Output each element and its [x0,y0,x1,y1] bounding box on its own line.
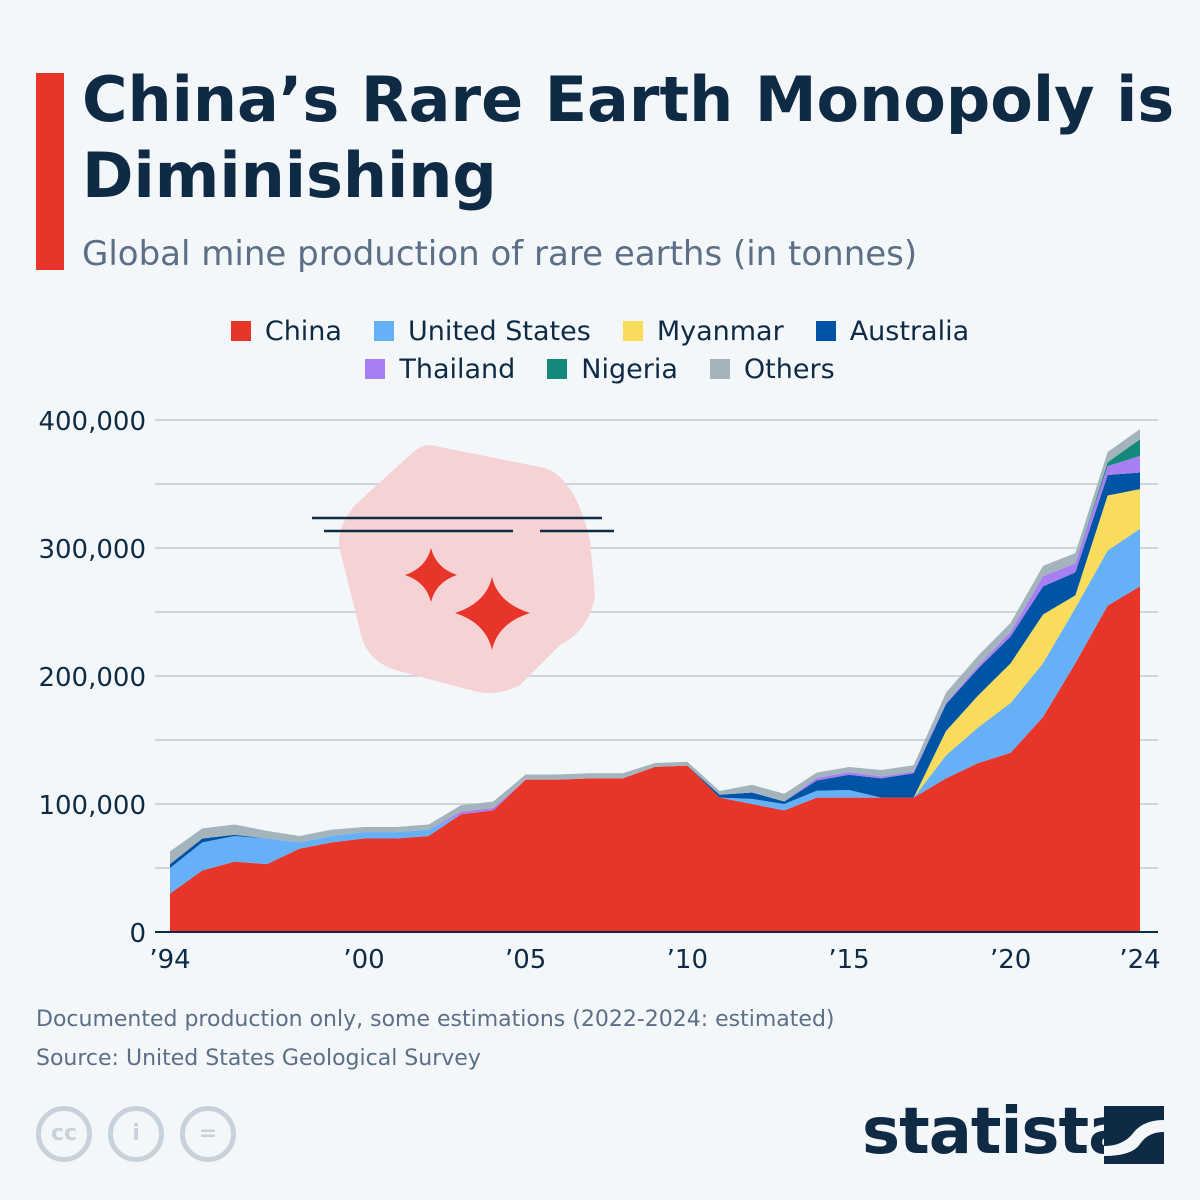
page-subtitle: Global mine production of rare earths (i… [82,234,918,274]
area-china [170,586,1140,932]
x-tick-label: ’94 [149,945,190,975]
legend-item-nigeria[interactable]: Nigeria [547,354,678,385]
legend-item-myanmar[interactable]: Myanmar [622,316,784,347]
legend-item-united-states[interactable]: United States [373,316,591,347]
y-tick-label: 0 [129,919,146,949]
y-tick-label: 300,000 [38,535,146,565]
legend-label: China [264,316,342,347]
title-accent-bar [36,73,64,270]
y-tick-label: 400,000 [38,407,146,437]
logo-text: statista [862,1095,1131,1169]
x-tick-label: ’00 [343,945,384,975]
legend-row-1: China United States Myanmar Australia [0,316,1200,347]
legend-label: Thailand [399,354,516,385]
legend-swatch [815,321,836,341]
attribution-icon[interactable]: i [108,1106,164,1162]
x-tick-label: ’20 [990,945,1031,975]
legend-item-australia[interactable]: Australia [815,316,970,347]
legend-label: Others [743,354,835,385]
page-title: China’s Rare Earth Monopoly is Diminishi… [82,63,1175,212]
legend-row-2: Thailand Nigeria Others [0,354,1200,385]
y-tick-label: 200,000 [38,663,146,693]
legend-swatch [709,359,730,379]
legend-label: United States [407,316,591,347]
legend-label: Australia [849,316,970,347]
x-tick-label: ’24 [1119,945,1160,975]
y-tick-label: 100,000 [38,791,146,821]
sparkle-illustration [312,445,614,694]
legend-swatch [230,321,251,341]
legend-swatch [373,321,394,341]
x-tick-label: ’05 [505,945,546,975]
x-tick-label: ’10 [667,945,708,975]
source-text: Source: United States Geological Survey [36,1046,481,1071]
legend-item-china[interactable]: China [230,316,342,347]
legend-item-others[interactable]: Others [709,354,835,385]
footnotes: Documented production only, some estimat… [36,1000,835,1078]
legend-swatch [365,359,386,379]
statista-logo: statista [862,1095,1131,1169]
stacked-area-chart: 0 100,000 200,000 300,000 400,000 ’94 ’00 ’05 ’1… [38,407,1160,975]
no-derivatives-icon[interactable]: = [180,1106,236,1162]
area-united-states [170,528,1140,894]
x-tick-label: ’15 [828,945,869,975]
statista-logo-icon [1104,1106,1164,1164]
legend-label: Nigeria [581,354,678,385]
legend-item-thailand[interactable]: Thailand [365,354,515,385]
legend-label: Myanmar [656,316,784,347]
note-text: Documented production only, some estimat… [36,1007,835,1032]
legend-swatch [622,321,643,341]
creative-commons-icon[interactable]: cc [36,1106,92,1162]
legend-swatch [547,359,568,379]
